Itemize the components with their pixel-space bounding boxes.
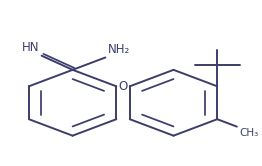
Text: HN: HN xyxy=(21,41,39,54)
Text: O: O xyxy=(118,80,128,93)
Text: NH₂: NH₂ xyxy=(108,43,130,56)
Text: CH₃: CH₃ xyxy=(239,128,259,138)
